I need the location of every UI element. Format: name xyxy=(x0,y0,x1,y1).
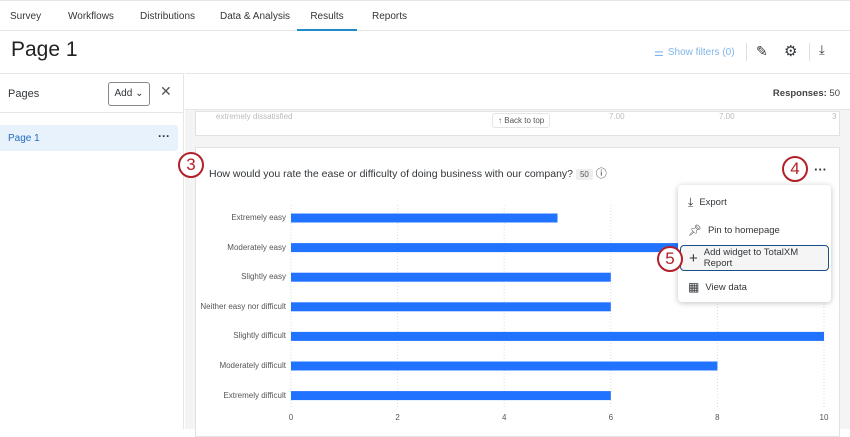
edit-icon[interactable]: ✎ xyxy=(756,43,768,59)
row-label: extremely dissatisfied xyxy=(216,112,293,121)
gear-icon[interactable]: ⚙ xyxy=(784,43,798,60)
unpin-icon[interactable]: ✕ xyxy=(160,83,172,99)
widget-options-menu: ⤓ Export 📌︎ Pin to homepage + Add widget to… xyxy=(678,185,831,302)
tab-distributions[interactable]: Distributions xyxy=(140,11,196,22)
sidebar-item-page-1[interactable]: Page 1 ··· xyxy=(0,125,178,151)
y-category-label: Moderately difficult xyxy=(219,361,286,370)
table-icon: ▦ xyxy=(688,280,700,294)
back-to-top-button[interactable]: ↑ Back to top xyxy=(492,113,551,128)
x-tick-label: 4 xyxy=(502,413,507,422)
bar[interactable] xyxy=(291,243,771,253)
plus-icon: + xyxy=(689,249,698,267)
tab-data-analysis[interactable]: Data & Analysis xyxy=(220,11,291,22)
menu-label: Pin to homepage xyxy=(707,224,780,236)
sidebar: Pages Add ⌄ ✕ Page 1 ··· xyxy=(0,73,184,429)
divider xyxy=(746,43,747,61)
x-tick-label: 2 xyxy=(395,413,400,422)
more-options-button[interactable]: ··· xyxy=(814,162,827,177)
value-cell: 3 xyxy=(832,112,837,121)
menu-item-export[interactable]: ⤓ Export xyxy=(680,189,829,215)
x-tick-label: 0 xyxy=(289,413,294,422)
tab-workflows[interactable]: Workflows xyxy=(68,11,114,22)
divider xyxy=(809,43,810,61)
previous-card: extremely dissatisfied ↑ Back to top 7.0… xyxy=(195,111,840,136)
y-category-label: Extremely difficult xyxy=(223,390,286,400)
download-icon: ⤓ xyxy=(688,194,694,209)
response-count-badge: 50 xyxy=(575,169,593,180)
callout-5: 5 xyxy=(657,246,683,272)
value-cell: 7.00 xyxy=(609,112,625,121)
y-category-label: Moderately easy xyxy=(227,242,286,252)
x-tick-label: 8 xyxy=(715,413,720,422)
menu-label: Export xyxy=(699,196,727,208)
sidebar-title: Pages xyxy=(8,88,40,100)
chevron-down-icon: ⌄ xyxy=(135,88,144,99)
more-options-icon[interactable]: ··· xyxy=(158,129,170,143)
add-page-button[interactable]: Add ⌄ xyxy=(108,82,150,106)
tab-results[interactable]: Results xyxy=(297,1,357,31)
top-nav: Survey Workflows Distributions Data & An… xyxy=(0,0,850,31)
question-text: How would you rate the ease or difficult… xyxy=(209,168,574,180)
question-header: How would you rate the ease or difficult… xyxy=(209,165,607,181)
y-category-label: Slightly difficult xyxy=(233,331,286,341)
filter-icon: ⚌ xyxy=(654,46,664,59)
info-icon[interactable]: ⓘ xyxy=(595,168,607,180)
download-icon[interactable]: ⤓ xyxy=(819,42,825,57)
bar[interactable] xyxy=(291,391,611,401)
x-tick-label: 10 xyxy=(820,413,829,422)
bar[interactable] xyxy=(291,272,611,282)
tab-reports[interactable]: Reports xyxy=(372,11,408,22)
page-title: Page 1 xyxy=(11,38,78,61)
responses-value: 50 xyxy=(829,88,840,99)
bar[interactable] xyxy=(291,213,558,223)
bar[interactable] xyxy=(291,361,718,371)
menu-label: View data xyxy=(705,281,747,293)
responses-bar: Responses: 50 xyxy=(185,74,850,110)
menu-item-add-widget[interactable]: + Add widget to TotalXM Report xyxy=(680,245,829,271)
responses-label: Responses: xyxy=(772,88,827,99)
menu-item-pin-to-homepage[interactable]: 📌︎ Pin to homepage xyxy=(680,217,829,243)
callout-3: 3 xyxy=(178,152,204,178)
x-tick-label: 6 xyxy=(609,413,614,422)
bar[interactable] xyxy=(291,331,824,341)
menu-item-view-data[interactable]: ▦ View data xyxy=(680,274,829,300)
pin-icon: 📌︎ xyxy=(688,224,702,237)
value-cell: 7.00 xyxy=(719,112,735,121)
y-category-label: Slightly easy xyxy=(241,272,286,282)
bar[interactable] xyxy=(291,302,611,312)
show-filters-button[interactable]: ⚌ Show filters (0) xyxy=(654,46,735,59)
menu-label: Add widget to TotalXM Report xyxy=(703,247,799,269)
add-label: Add xyxy=(114,88,133,99)
tab-survey[interactable]: Survey xyxy=(10,11,42,22)
back-to-top-label: Back to top xyxy=(504,116,545,125)
callout-4: 4 xyxy=(782,156,808,182)
page-label: Page 1 xyxy=(8,133,40,144)
y-category-label: Extremely easy xyxy=(231,213,286,222)
divider xyxy=(0,112,184,113)
y-category-label: Neither easy nor difficult xyxy=(200,301,286,311)
